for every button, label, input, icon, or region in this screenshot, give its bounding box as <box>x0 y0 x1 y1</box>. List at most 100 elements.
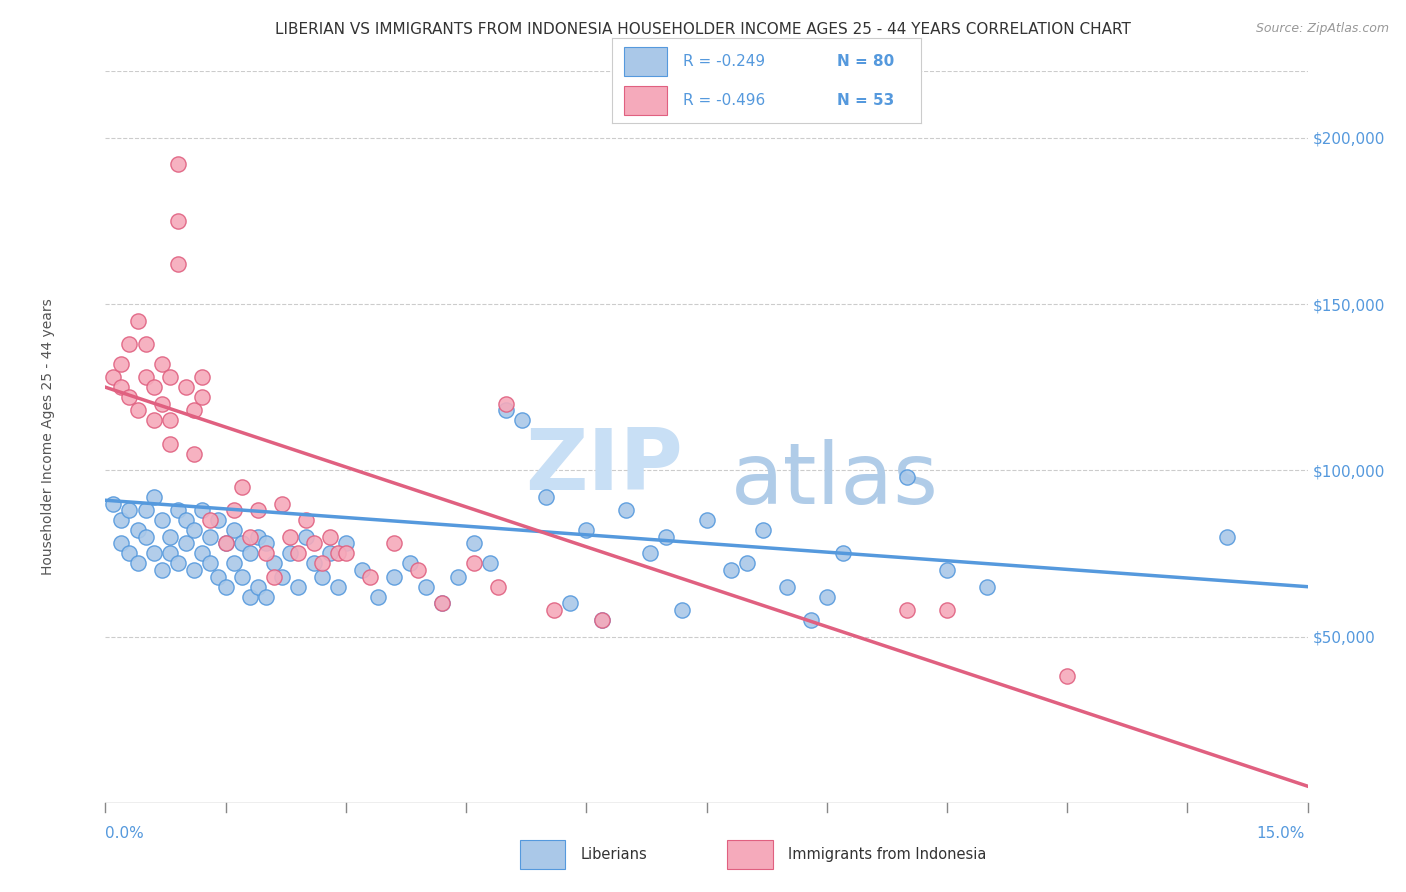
Point <box>183 563 205 577</box>
Point <box>311 557 333 571</box>
Point <box>231 480 253 494</box>
Point <box>118 546 141 560</box>
Point <box>936 563 959 577</box>
Point <box>287 546 309 560</box>
Point <box>231 570 253 584</box>
Point <box>543 603 565 617</box>
Point <box>696 513 718 527</box>
Point <box>198 513 221 527</box>
Point <box>287 580 309 594</box>
Point <box>720 563 742 577</box>
Point <box>278 546 301 560</box>
Point <box>110 513 132 527</box>
Point <box>110 380 132 394</box>
Point <box>896 470 918 484</box>
Point <box>183 447 205 461</box>
Point <box>415 580 437 594</box>
Point <box>575 523 598 537</box>
Point <box>174 380 197 394</box>
Point <box>150 563 173 577</box>
Point <box>382 570 405 584</box>
FancyBboxPatch shape <box>624 46 668 76</box>
Point <box>560 596 582 610</box>
Point <box>127 523 149 537</box>
Point <box>222 523 245 537</box>
Point <box>534 490 557 504</box>
Point <box>976 580 998 594</box>
Point <box>174 513 197 527</box>
Point <box>246 580 269 594</box>
Point <box>263 557 285 571</box>
Point <box>231 536 253 550</box>
Point <box>278 530 301 544</box>
Point <box>800 613 823 627</box>
Point <box>463 536 485 550</box>
Point <box>326 580 349 594</box>
Point <box>263 570 285 584</box>
Point <box>326 546 349 560</box>
Point <box>166 257 188 271</box>
Text: Source: ZipAtlas.com: Source: ZipAtlas.com <box>1256 22 1389 36</box>
Point <box>150 513 173 527</box>
Point <box>430 596 453 610</box>
Point <box>166 503 188 517</box>
Point <box>166 157 188 171</box>
Point <box>591 613 613 627</box>
Point <box>110 536 132 550</box>
Point <box>183 403 205 417</box>
Point <box>142 546 165 560</box>
Point <box>103 370 125 384</box>
Point <box>295 530 318 544</box>
Point <box>335 546 357 560</box>
Point <box>359 570 381 584</box>
Point <box>495 403 517 417</box>
Point <box>118 390 141 404</box>
Point <box>166 214 188 228</box>
Point <box>751 523 773 537</box>
Point <box>510 413 533 427</box>
Point <box>222 503 245 517</box>
Point <box>831 546 853 560</box>
FancyBboxPatch shape <box>520 840 565 869</box>
Point <box>655 530 678 544</box>
Point <box>239 530 262 544</box>
Point <box>591 613 613 627</box>
Text: LIBERIAN VS IMMIGRANTS FROM INDONESIA HOUSEHOLDER INCOME AGES 25 - 44 YEARS CORR: LIBERIAN VS IMMIGRANTS FROM INDONESIA HO… <box>276 22 1130 37</box>
Point <box>254 536 277 550</box>
Point <box>150 357 173 371</box>
Point <box>118 337 141 351</box>
Point <box>190 370 212 384</box>
Point <box>150 397 173 411</box>
Point <box>335 536 357 550</box>
FancyBboxPatch shape <box>624 86 668 114</box>
Point <box>896 603 918 617</box>
Text: 0.0%: 0.0% <box>105 826 145 841</box>
Point <box>463 557 485 571</box>
Text: Householder Income Ages 25 - 44 years: Householder Income Ages 25 - 44 years <box>41 299 55 575</box>
FancyBboxPatch shape <box>727 840 773 869</box>
Point <box>159 413 181 427</box>
Point <box>399 557 422 571</box>
Point <box>776 580 799 594</box>
Point <box>1056 669 1078 683</box>
Point <box>616 503 638 517</box>
Point <box>127 557 149 571</box>
Point <box>246 530 269 544</box>
Point <box>135 337 157 351</box>
Text: ZIP: ZIP <box>524 425 682 508</box>
Point <box>135 503 157 517</box>
Point <box>815 590 838 604</box>
Point <box>214 536 236 550</box>
Point <box>183 523 205 537</box>
Point <box>198 557 221 571</box>
Point <box>118 503 141 517</box>
Point <box>103 497 125 511</box>
Point <box>166 557 188 571</box>
Point <box>239 590 262 604</box>
Text: R = -0.496: R = -0.496 <box>683 93 765 108</box>
Point <box>254 590 277 604</box>
Point <box>198 530 221 544</box>
Point <box>735 557 758 571</box>
Point <box>311 570 333 584</box>
Text: N = 80: N = 80 <box>838 54 894 69</box>
